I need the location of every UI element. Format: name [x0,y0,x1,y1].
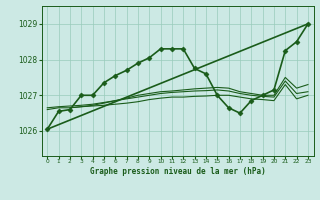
X-axis label: Graphe pression niveau de la mer (hPa): Graphe pression niveau de la mer (hPa) [90,167,266,176]
